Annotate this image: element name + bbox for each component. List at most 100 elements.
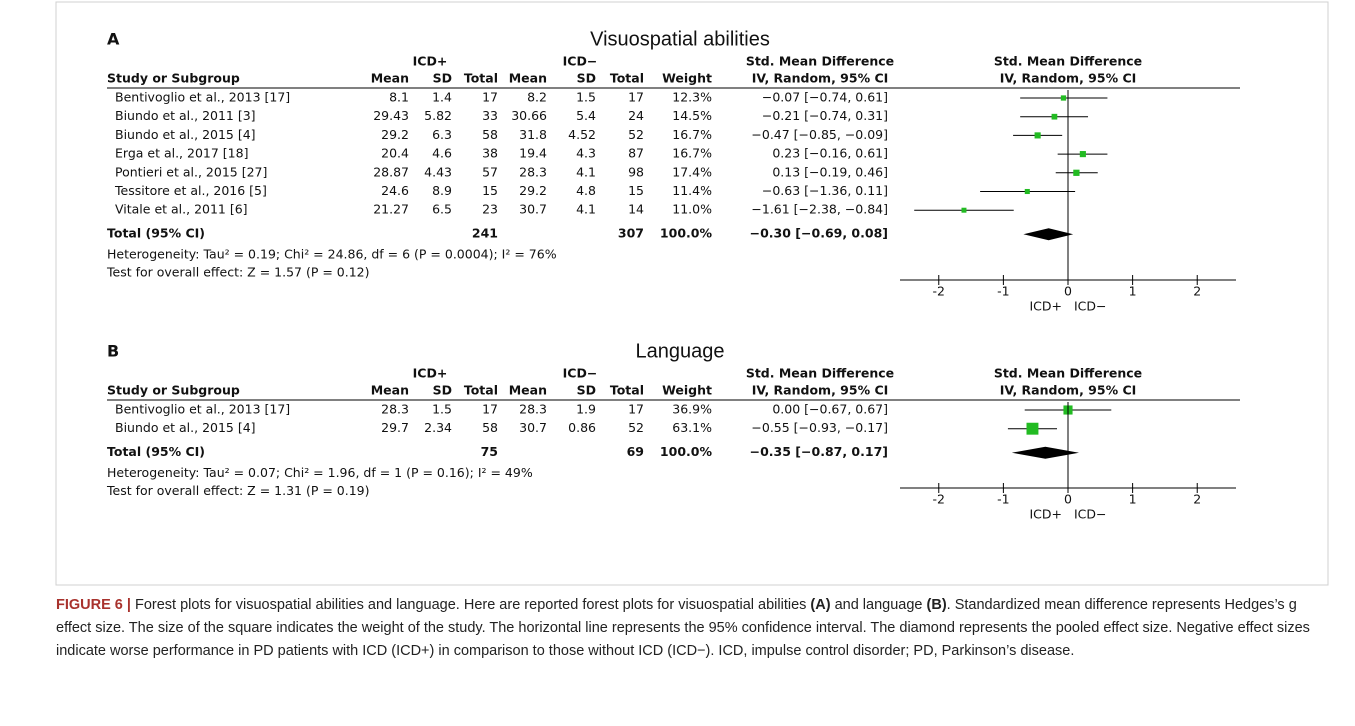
heterogeneity: Heterogeneity: Tau² = 0.19; Chi² = 24.86… (107, 247, 557, 262)
table-cell: 63.1% (672, 420, 712, 435)
table-cell: 16.7% (672, 146, 712, 161)
table-cell: 17.4% (672, 164, 712, 179)
table-cell: 8.1 (389, 90, 409, 105)
study-name: Erga et al., 2017 [18] (115, 146, 248, 161)
panel-title: Visuospatial abilities (590, 28, 770, 50)
table-cell: 24 (628, 108, 644, 123)
column-header: Mean (509, 71, 547, 86)
total-n: 69 (627, 444, 644, 459)
column-header: Study or Subgroup (107, 383, 240, 398)
table-cell: 2.34 (424, 420, 452, 435)
total-n: 241 (472, 226, 498, 241)
table-cell: 8.2 (527, 90, 547, 105)
total-label: Total (95% CI) (107, 226, 205, 241)
table-cell: −0.47 [−0.85, −0.09] (751, 127, 888, 142)
column-header: SD (433, 383, 452, 398)
table-cell: 28.3 (519, 402, 547, 417)
caption-text: and language (830, 597, 927, 613)
table-cell: 4.8 (576, 183, 596, 198)
column-header: Total (610, 71, 644, 86)
table-cell: −0.07 [−0.74, 0.61] (762, 90, 888, 105)
panel-title: Language (636, 340, 725, 362)
table-cell: 20.4 (381, 146, 409, 161)
column-header: Mean (509, 383, 547, 398)
plot-header: IV, Random, 95% CI (1000, 383, 1137, 398)
table-cell: 0.00 [−0.67, 0.67] (772, 402, 888, 417)
study-name: Tessitore et al., 2016 [5] (114, 183, 267, 198)
total-weight: 100.0% (660, 444, 713, 459)
study-name: Biundo et al., 2015 [4] (115, 127, 256, 142)
study-name: Bentivoglio et al., 2013 [17] (115, 90, 290, 105)
table-cell: 1.5 (432, 402, 452, 417)
total-label: Total (95% CI) (107, 444, 205, 459)
table-cell: 15 (482, 183, 498, 198)
table-cell: 19.4 (519, 146, 547, 161)
caption-text: (A) (810, 597, 831, 613)
x-tick-label: -1 (997, 492, 1009, 507)
table-cell: 24.6 (381, 183, 409, 198)
table-cell: 5.82 (424, 108, 452, 123)
table-cell: 8.9 (432, 183, 452, 198)
table-cell: 4.3 (576, 146, 596, 161)
table-cell: 15 (628, 183, 644, 198)
table-cell: 0.13 [−0.19, 0.46] (772, 164, 888, 179)
caption-text: FIGURE 6 | (56, 597, 131, 613)
table-cell: 17 (482, 90, 498, 105)
column-header: IV, Random, 95% CI (752, 383, 889, 398)
table-cell: −1.61 [−2.38, −0.84] (751, 202, 888, 217)
group-header: Std. Mean Difference (746, 54, 894, 69)
table-cell: 4.1 (576, 164, 596, 179)
overall-effect: Test for overall effect: Z = 1.57 (P = 0… (106, 265, 370, 280)
table-cell: −0.55 [−0.93, −0.17] (751, 420, 888, 435)
table-cell: 28.3 (519, 164, 547, 179)
x-tick-label: -1 (997, 284, 1009, 299)
group-header: ICD− (563, 366, 598, 381)
column-header: Weight (662, 71, 712, 86)
total-smd: −0.35 [−0.87, 0.17] (750, 444, 888, 459)
plot-header: Std. Mean Difference (994, 366, 1142, 381)
table-cell: 17 (482, 402, 498, 417)
table-cell: 1.5 (576, 90, 596, 105)
direction-label: ICD− (1074, 299, 1107, 314)
table-cell: 30.66 (511, 108, 547, 123)
overall-effect: Test for overall effect: Z = 1.31 (P = 0… (106, 483, 370, 498)
study-name: Biundo et al., 2011 [3] (115, 108, 256, 123)
column-header: Total (464, 383, 498, 398)
table-cell: 1.9 (576, 402, 596, 417)
table-cell: 0.86 (568, 420, 596, 435)
table-cell: 0.23 [−0.16, 0.61] (772, 146, 888, 161)
column-header: Mean (371, 71, 409, 86)
table-cell: 14.5% (672, 108, 712, 123)
x-tick-label: 1 (1129, 284, 1137, 299)
table-cell: 4.1 (576, 202, 596, 217)
table-cell: 29.43 (373, 108, 409, 123)
table-cell: 16.7% (672, 127, 712, 142)
table-cell: 30.7 (519, 202, 547, 217)
table-cell: 57 (482, 164, 498, 179)
table-cell: 6.5 (432, 202, 452, 217)
weight-square (1073, 169, 1080, 176)
study-name: Biundo et al., 2015 [4] (115, 420, 256, 435)
column-header: IV, Random, 95% CI (752, 71, 889, 86)
direction-label: ICD+ (1029, 507, 1062, 522)
table-cell: 11.4% (672, 183, 712, 198)
pooled-diamond (1023, 228, 1074, 241)
total-weight: 100.0% (660, 226, 713, 241)
column-header: Mean (371, 383, 409, 398)
table-cell: 38 (482, 146, 498, 161)
caption-text: . Standardized mean difference represent… (56, 597, 1310, 659)
total-n: 307 (618, 226, 644, 241)
weight-square (1079, 151, 1086, 158)
column-header: Weight (662, 383, 712, 398)
column-header: Total (610, 383, 644, 398)
table-cell: 17 (628, 402, 644, 417)
table-cell: 29.2 (519, 183, 547, 198)
panel-label: B (107, 342, 119, 361)
plot-header: IV, Random, 95% CI (1000, 71, 1137, 86)
x-tick-label: 0 (1064, 492, 1072, 507)
column-header: SD (577, 383, 596, 398)
table-cell: 29.2 (381, 127, 409, 142)
weight-square (1060, 95, 1067, 101)
table-cell: 52 (628, 420, 644, 435)
x-tick-label: 1 (1129, 492, 1137, 507)
